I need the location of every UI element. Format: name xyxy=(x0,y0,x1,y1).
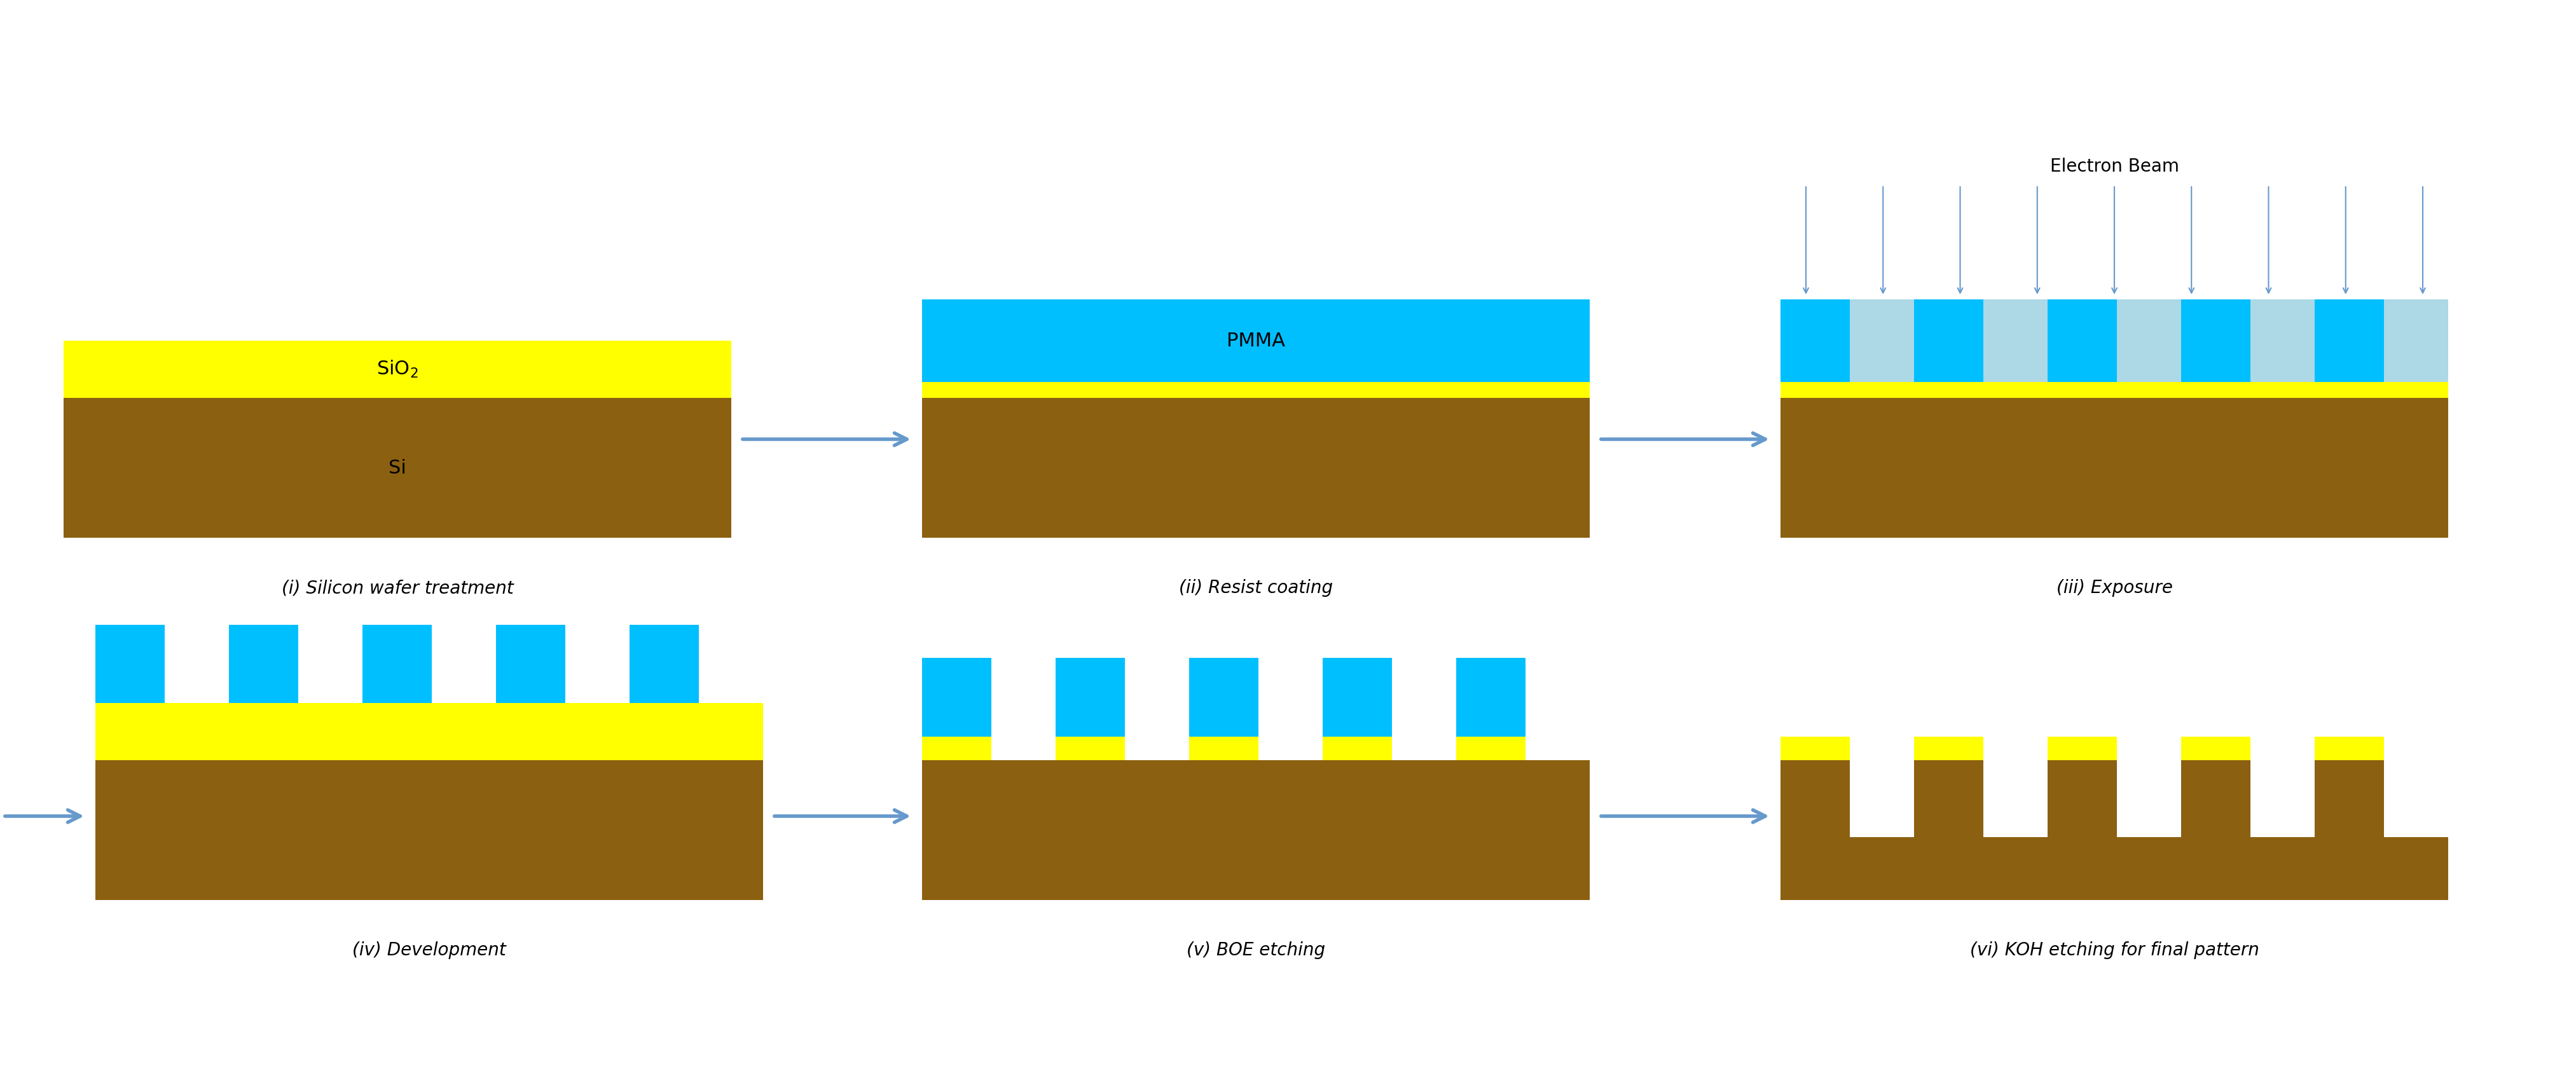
Bar xyxy=(1455,658,1525,736)
Bar xyxy=(1190,658,1260,736)
Bar xyxy=(2048,300,2117,382)
Bar xyxy=(922,300,1589,382)
Bar xyxy=(1780,300,2447,382)
Bar xyxy=(1780,736,1850,760)
Bar xyxy=(95,624,165,703)
Text: (vi) KOH etching for final pattern: (vi) KOH etching for final pattern xyxy=(1971,941,2259,959)
Bar xyxy=(1321,736,1391,760)
Bar xyxy=(922,398,1589,538)
Bar xyxy=(1914,300,1984,382)
Text: Electron Beam: Electron Beam xyxy=(2050,157,2179,176)
Bar xyxy=(1780,760,1850,838)
Bar xyxy=(64,398,732,538)
Text: (v) BOE etching: (v) BOE etching xyxy=(1188,941,1324,959)
Text: (iii) Exposure: (iii) Exposure xyxy=(2056,579,2172,597)
Bar xyxy=(1780,300,1850,382)
Text: SiO$_2$: SiO$_2$ xyxy=(376,359,417,379)
Bar xyxy=(1190,736,1260,760)
Bar xyxy=(922,736,992,760)
Bar xyxy=(2316,300,2383,382)
Bar xyxy=(2316,736,2383,760)
Text: (iv) Development: (iv) Development xyxy=(353,941,505,959)
Bar xyxy=(2316,760,2383,838)
Bar xyxy=(2048,760,2117,838)
Bar xyxy=(2182,760,2251,838)
Bar xyxy=(95,703,762,760)
Bar xyxy=(1455,736,1525,760)
Bar xyxy=(2182,736,2251,760)
Bar xyxy=(922,382,1589,398)
Bar xyxy=(629,624,698,703)
Bar xyxy=(64,341,732,398)
Text: Si: Si xyxy=(389,458,407,478)
Text: (ii) Resist coating: (ii) Resist coating xyxy=(1180,579,1332,597)
Bar xyxy=(922,658,992,736)
Bar xyxy=(229,624,299,703)
Bar xyxy=(1780,382,2447,398)
Bar xyxy=(1914,736,1984,760)
Bar xyxy=(363,624,433,703)
Bar xyxy=(1780,838,2447,900)
Bar xyxy=(922,760,1589,900)
Bar xyxy=(497,624,567,703)
Bar xyxy=(1914,760,1984,838)
Bar xyxy=(1321,658,1391,736)
Bar xyxy=(1056,658,1126,736)
Bar xyxy=(2182,300,2251,382)
Text: (i) Silicon wafer treatment: (i) Silicon wafer treatment xyxy=(281,579,513,597)
Bar xyxy=(1056,736,1126,760)
Bar xyxy=(95,760,762,900)
Bar xyxy=(1780,398,2447,538)
Bar xyxy=(2048,736,2117,760)
Text: PMMA: PMMA xyxy=(1226,331,1285,350)
